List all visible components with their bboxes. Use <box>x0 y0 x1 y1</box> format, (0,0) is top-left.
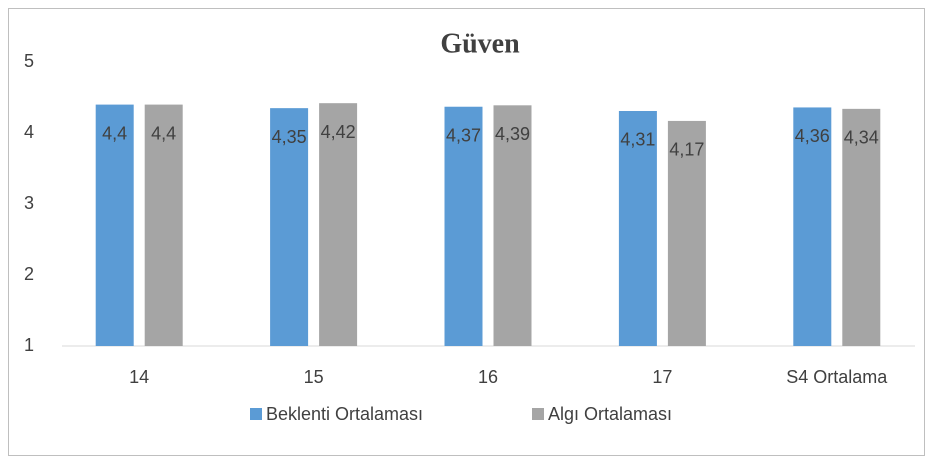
value-label: 4,39 <box>495 124 530 144</box>
value-label: 4,37 <box>446 125 481 145</box>
x-tick-label: S4 Ortalama <box>786 367 888 387</box>
y-tick-label: 3 <box>24 193 34 213</box>
y-tick-label: 5 <box>24 51 34 71</box>
bar <box>319 103 358 347</box>
y-tick-label: 2 <box>24 264 34 284</box>
bar <box>444 106 483 346</box>
legend-swatch <box>250 408 262 420</box>
chart-title: Güven <box>440 28 520 59</box>
bar <box>667 120 706 347</box>
bar <box>270 108 309 347</box>
x-tick-label: 15 <box>304 367 324 387</box>
legend-label: Beklenti Ortalaması <box>266 404 423 424</box>
y-tick-label: 1 <box>24 335 34 355</box>
bar <box>618 110 657 347</box>
x-tick-label: 17 <box>652 367 672 387</box>
bar <box>793 107 832 346</box>
x-tick-label: 16 <box>478 367 498 387</box>
legend-swatch <box>532 408 544 420</box>
y-tick-label: 4 <box>24 122 34 142</box>
value-label: 4,42 <box>321 122 356 142</box>
x-tick-label: 14 <box>129 367 149 387</box>
value-label: 4,35 <box>272 127 307 147</box>
legend-label: Algı Ortalaması <box>548 404 672 424</box>
value-label: 4,17 <box>669 140 704 160</box>
value-label: 4,36 <box>795 126 830 146</box>
value-label: 4,4 <box>151 123 176 143</box>
bar <box>493 105 532 346</box>
bar <box>842 108 881 346</box>
bar <box>144 104 183 346</box>
value-label: 4,31 <box>620 130 655 150</box>
value-label: 4,34 <box>844 128 879 148</box>
value-label: 4,4 <box>102 123 127 143</box>
bar <box>95 104 134 346</box>
